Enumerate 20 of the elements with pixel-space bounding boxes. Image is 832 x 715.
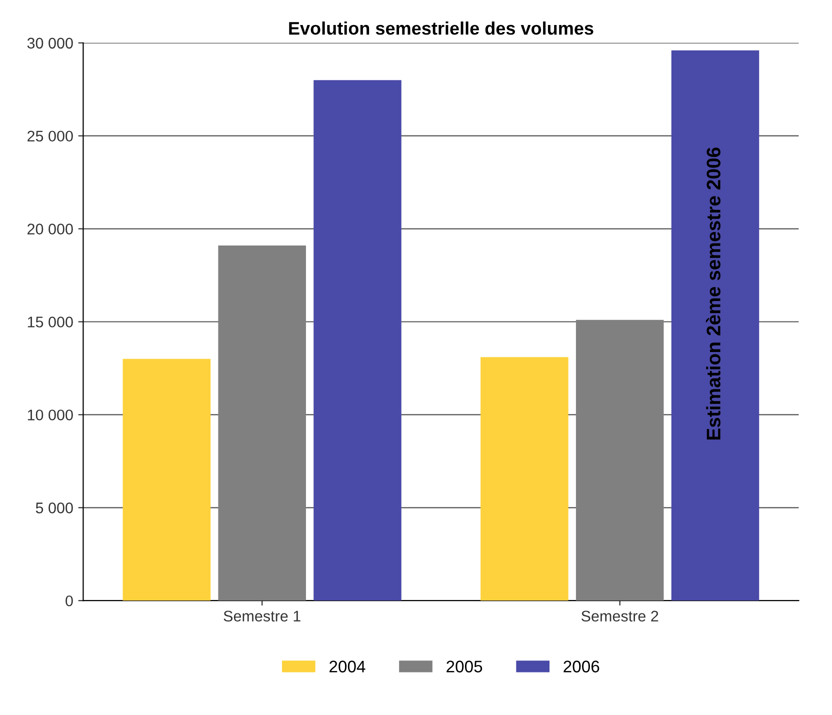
bar bbox=[576, 320, 664, 601]
bar bbox=[122, 358, 211, 601]
y-tick-label: 15 000 bbox=[28, 316, 73, 328]
y-tick-label: 30 000 bbox=[27, 38, 73, 49]
legend-label: 2004 bbox=[330, 660, 366, 672]
annotation: Estimation 2ème semestre 2006 bbox=[706, 148, 720, 440]
bar bbox=[671, 50, 760, 601]
chart-title: Evolution semestrielle des volumes bbox=[289, 21, 594, 35]
legend-label: 2005 bbox=[446, 660, 482, 672]
y-tick-label: 10 000 bbox=[28, 410, 73, 420]
x-tick-label: Semestre 2 bbox=[581, 610, 658, 622]
bar bbox=[314, 80, 402, 601]
legend-label: 2006 bbox=[564, 660, 600, 672]
bar bbox=[480, 357, 568, 601]
y-tick-label: 20 000 bbox=[28, 224, 73, 234]
x-tick-label: Semestre 1 bbox=[224, 610, 300, 622]
y-tick-label: 0 bbox=[66, 595, 73, 606]
y-tick-label: 25 000 bbox=[28, 130, 73, 142]
bar bbox=[218, 246, 306, 601]
y-tick-label: 5 000 bbox=[36, 502, 73, 514]
